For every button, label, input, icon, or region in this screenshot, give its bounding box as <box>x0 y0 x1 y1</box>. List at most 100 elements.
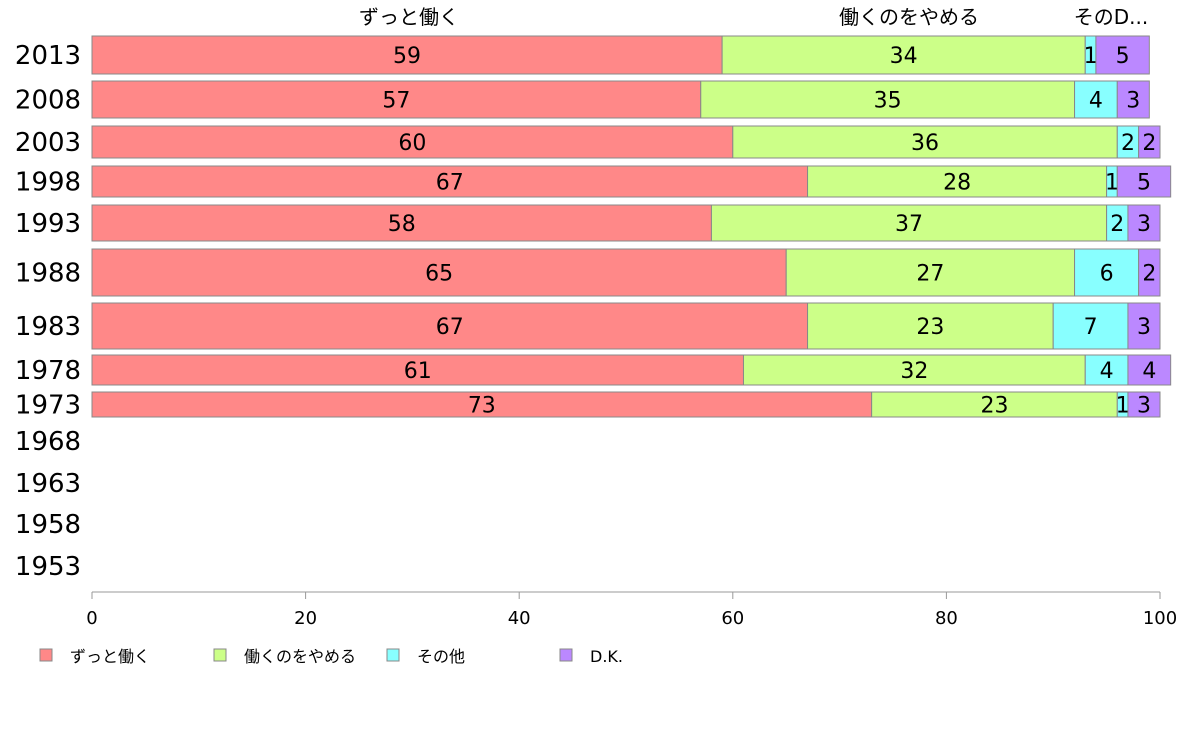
bar-segment <box>732 125 1118 159</box>
year-label: 2003 <box>15 128 81 158</box>
bar-segment <box>1127 354 1172 386</box>
bar-segment <box>1074 80 1118 119</box>
bar-value-label: 58 <box>388 212 416 237</box>
bar-segment <box>1138 248 1161 297</box>
x-tick-label: 60 <box>721 608 744 629</box>
bar-value-label: 6 <box>1100 262 1114 287</box>
bar-segment <box>1127 391 1161 418</box>
legend-label: その他 <box>417 647 465 666</box>
chart-row: 1978 61 32 4 4 <box>15 354 1172 386</box>
chart-row: 2008 57 35 4 3 <box>15 80 1150 119</box>
bar-value-label: 4 <box>1100 359 1114 384</box>
bar-value-label: 34 <box>890 44 918 69</box>
column-header: 働くのをやめる <box>839 5 979 29</box>
bar-value-label: 32 <box>900 359 928 384</box>
bar-segment <box>1095 35 1150 75</box>
column-headers: ずっと働く 働くのをやめる そのD... <box>359 5 1148 29</box>
bar-segment <box>1074 248 1140 297</box>
bar-value-label: 2 <box>1142 262 1156 287</box>
bar-segment <box>700 80 1076 119</box>
legend-label: 働くのをやめる <box>244 647 356 666</box>
bar-value-label: 67 <box>436 171 464 196</box>
legend-swatch <box>39 648 53 662</box>
bar-value-label: 4 <box>1089 89 1103 114</box>
chart-row: 1998 67 28 1 5 <box>15 165 1172 198</box>
year-label: 1983 <box>15 312 81 342</box>
chart-row: 2013 59 34 1 5 <box>15 35 1150 75</box>
bar-segment <box>1138 125 1161 159</box>
bar-value-label: 3 <box>1126 89 1140 114</box>
bar-segment <box>1116 165 1172 198</box>
bar-value-label: 3 <box>1137 212 1151 237</box>
bar-segment <box>91 125 734 159</box>
bar-value-label: 59 <box>393 44 421 69</box>
bar-value-label: 27 <box>916 262 944 287</box>
chart-row: 1993 58 37 2 3 <box>15 204 1161 242</box>
bar-value-label: 28 <box>943 171 971 196</box>
year-label: 1973 <box>15 391 81 421</box>
legend-swatch <box>386 648 400 662</box>
bar-segment <box>91 35 723 75</box>
bar-value-label: 65 <box>425 262 453 287</box>
year-label: 1993 <box>15 209 81 239</box>
year-label: 2013 <box>15 41 81 71</box>
year-label: 1968 <box>15 427 81 457</box>
bar-segment <box>721 35 1086 75</box>
bar-segment <box>1084 354 1129 386</box>
bar-value-label: 1 <box>1084 44 1098 69</box>
legend-swatch <box>559 648 573 662</box>
bar-value-label: 2 <box>1121 131 1135 156</box>
bar-value-label: 23 <box>916 315 944 340</box>
year-label: 1988 <box>15 259 81 289</box>
bar-value-label: 7 <box>1084 315 1098 340</box>
x-tick-label: 100 <box>1143 608 1177 629</box>
chart-row: 1958 <box>15 510 81 540</box>
bar-segment <box>91 391 873 418</box>
chart-row: 2003 60 36 2 2 <box>15 125 1161 159</box>
chart-row: 1973 73 23 1 3 <box>15 391 1161 421</box>
bar-segment <box>742 354 1086 386</box>
x-axis: 0 20 40 60 80 100 <box>86 591 1177 629</box>
legend-label: ずっと働く <box>70 647 150 666</box>
bar-value-label: 67 <box>436 315 464 340</box>
year-label: 2008 <box>15 86 81 116</box>
bar-segment <box>91 165 809 198</box>
year-label: 1953 <box>15 552 81 582</box>
column-header: そのD... <box>1074 5 1148 29</box>
x-tick-label: 80 <box>935 608 958 629</box>
bar-value-label: 1 <box>1105 171 1119 196</box>
bar-segment <box>871 391 1118 418</box>
bar-value-label: 37 <box>895 212 923 237</box>
chart-row: 1983 67 23 7 3 <box>15 302 1161 350</box>
bar-value-label: 2 <box>1110 212 1124 237</box>
legend-item: その他 <box>386 647 465 666</box>
x-tick-label: 40 <box>508 608 531 629</box>
bar-segment <box>1052 302 1129 350</box>
bar-value-label: 60 <box>398 131 426 156</box>
x-tick-label: 20 <box>294 608 317 629</box>
legend-item: D.K. <box>559 647 623 666</box>
x-tick-label: 0 <box>86 608 97 629</box>
legend-item: 働くのをやめる <box>213 647 356 666</box>
bar-value-label: 36 <box>911 131 939 156</box>
bar-segment <box>1116 80 1150 119</box>
column-header: ずっと働く <box>359 5 459 29</box>
bar-value-label: 61 <box>404 359 432 384</box>
bar-value-label: 2 <box>1142 131 1156 156</box>
bar-segment <box>1127 302 1161 350</box>
bar-value-label: 4 <box>1142 359 1156 384</box>
bar-segment <box>91 80 702 119</box>
year-label: 1963 <box>15 469 81 499</box>
chart-row: 1953 <box>15 552 81 582</box>
bar-value-label: 3 <box>1137 394 1151 419</box>
year-label: 1998 <box>15 168 81 198</box>
bar-value-label: 57 <box>382 89 410 114</box>
bar-segment <box>91 302 809 350</box>
legend: ずっと働く 働くのをやめる その他 D.K. <box>39 647 623 666</box>
bar-segment <box>1127 204 1161 242</box>
bar-value-label: 23 <box>980 394 1008 419</box>
legend-item: ずっと働く <box>39 647 150 666</box>
bar-segment <box>91 354 744 386</box>
